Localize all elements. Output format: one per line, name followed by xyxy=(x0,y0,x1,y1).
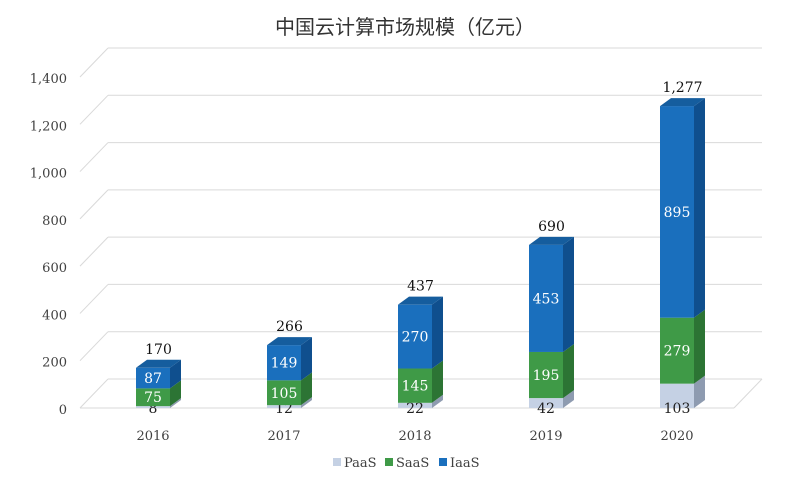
bar-side-saas xyxy=(170,380,181,407)
data-label-iaas: 895 xyxy=(664,205,691,221)
x-tick-label: 2020 xyxy=(660,429,693,444)
bar-top xyxy=(660,98,705,107)
bar-segment-saas xyxy=(136,388,170,407)
chart-title: 中国云计算市场规模（亿元） xyxy=(275,15,535,39)
bar-side-iaas xyxy=(301,337,312,381)
legend-label-saas: SaaS xyxy=(396,456,429,471)
bar-segment-saas xyxy=(660,317,694,384)
data-label-paas: 8 xyxy=(149,401,158,417)
y-tick-label: 1,400 xyxy=(30,72,67,87)
y-tick-label: 800 xyxy=(42,214,67,229)
gridline-diag xyxy=(79,331,109,362)
bar-side-iaas xyxy=(694,98,705,318)
bar-segment-paas xyxy=(398,402,432,408)
x-tick-label: 2019 xyxy=(529,429,562,444)
bar-side-paas xyxy=(170,398,181,408)
bar-side-saas xyxy=(432,360,443,403)
gridline-diag xyxy=(79,236,109,267)
data-label-saas: 145 xyxy=(402,379,429,395)
bar-side-saas xyxy=(301,372,312,406)
bar-segment-iaas xyxy=(660,106,694,318)
legend-swatch-saas xyxy=(385,458,393,466)
total-label: 266 xyxy=(276,319,303,335)
bar-top xyxy=(136,359,181,368)
gridline-diag xyxy=(79,94,109,125)
y-tick-label: 200 xyxy=(42,356,67,371)
y-tick-label: 0 xyxy=(59,403,67,418)
data-label-iaas: 149 xyxy=(271,356,298,372)
bar-segment-paas xyxy=(660,383,694,408)
x-tick-label: 2017 xyxy=(267,429,300,444)
legend: PaaS SaaS IaaS xyxy=(333,456,480,471)
floor-edge xyxy=(733,378,763,409)
x-axis: 2016 2017 2018 2019 2020 xyxy=(136,429,693,444)
bar-side-iaas xyxy=(170,359,181,389)
bar-side-saas xyxy=(563,343,574,399)
data-label-saas: 75 xyxy=(144,390,162,406)
bar-group: 22 145 270 437 xyxy=(398,279,443,417)
y-tick-label: 600 xyxy=(42,261,67,276)
bar-side-paas xyxy=(301,397,312,408)
bar-side-paas xyxy=(432,394,443,408)
bar-segment-paas xyxy=(267,405,301,408)
gridline-diag xyxy=(79,189,109,220)
total-label: 690 xyxy=(538,219,565,235)
bar-top xyxy=(529,236,574,245)
data-label-saas: 195 xyxy=(533,368,560,384)
legend-swatch-iaas xyxy=(439,458,447,466)
bar-segment-iaas xyxy=(136,367,170,389)
bar-segment-paas xyxy=(136,406,170,408)
y-tick-label: 1,000 xyxy=(30,167,67,182)
legend-swatch-paas xyxy=(333,458,341,466)
gridline-diag xyxy=(79,284,109,314)
y-tick-label: 400 xyxy=(42,308,67,323)
total-label: 1,277 xyxy=(662,80,702,96)
legend-label-iaas: IaaS xyxy=(450,456,480,471)
data-label-paas: 22 xyxy=(406,401,424,417)
total-label: 437 xyxy=(407,279,434,295)
bar-segment-iaas xyxy=(398,304,432,369)
data-label-paas: 42 xyxy=(537,401,555,417)
bar-segment-saas xyxy=(267,380,301,406)
bar-side-paas xyxy=(563,390,574,408)
data-label-saas: 105 xyxy=(271,386,298,402)
gridline-diag xyxy=(79,47,109,78)
x-tick-label: 2016 xyxy=(136,429,169,444)
legend-label-paas: PaaS xyxy=(344,456,377,471)
data-label-saas: 279 xyxy=(664,344,691,360)
bar-segment-saas xyxy=(529,351,563,399)
gridline-diag xyxy=(79,142,109,172)
bar-segment-paas xyxy=(529,398,563,408)
y-tick-label: 1,200 xyxy=(30,119,67,134)
bar-segment-iaas xyxy=(529,244,563,352)
data-label-paas: 103 xyxy=(664,401,691,417)
y-axis: 0 200 400 600 800 1,000 1,200 1,400 xyxy=(30,72,67,418)
bar-group: 42 195 453 690 xyxy=(529,219,574,417)
bar-side-saas xyxy=(694,309,705,384)
bar-side-iaas xyxy=(432,296,443,369)
data-label-iaas: 453 xyxy=(533,291,560,307)
bar-top xyxy=(267,337,312,346)
bar-group: 875 87 170 xyxy=(136,342,181,417)
bar-group: 103 279 895 1,277 xyxy=(660,80,705,417)
gridline-diag xyxy=(79,378,109,409)
bar-segment-iaas xyxy=(267,345,301,381)
data-label-iaas: 87 xyxy=(144,371,162,387)
bar-side-paas xyxy=(694,375,705,408)
bars: 8758717012105149266221452704374219545369… xyxy=(136,80,705,417)
data-label-iaas: 270 xyxy=(402,330,429,346)
x-tick-label: 2018 xyxy=(398,429,431,444)
bar-side-iaas xyxy=(563,236,574,352)
total-label: 170 xyxy=(145,342,172,358)
bar-segment-saas xyxy=(398,368,432,403)
bar-top xyxy=(398,296,443,305)
